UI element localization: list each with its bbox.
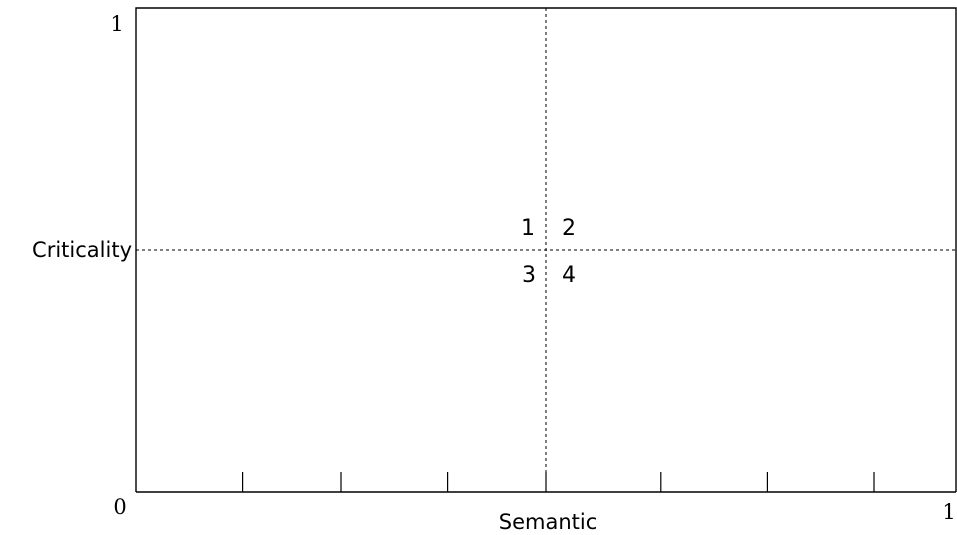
quadrant-label-2: 2 <box>562 216 576 241</box>
y-axis-title: Criticality <box>32 238 132 262</box>
x-max-label: 1 <box>942 500 955 524</box>
quadrant-label-3: 3 <box>522 263 536 288</box>
y-max-label: 1 <box>110 12 123 36</box>
x-axis-ticks <box>242 472 875 492</box>
quadrant-label-1: 1 <box>521 216 535 241</box>
origin-label: 0 <box>113 495 126 519</box>
quadrant-label-4: 4 <box>562 263 576 288</box>
x-axis-title: Semantic <box>499 510 598 534</box>
